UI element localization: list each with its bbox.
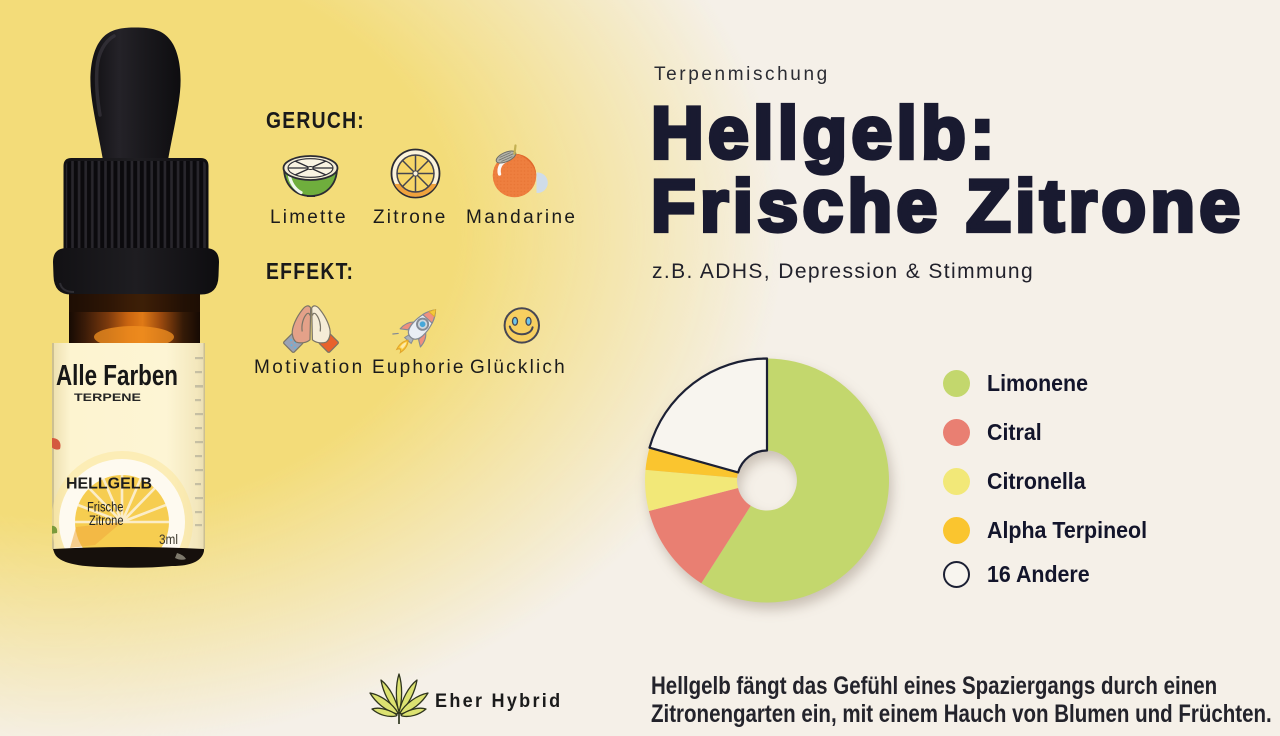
svg-text:TERPENE: TERPENE <box>74 392 141 404</box>
svg-text:Zitrone: Zitrone <box>89 512 124 528</box>
svg-text:Frische: Frische <box>87 499 124 515</box>
svg-text:HELLGELB: HELLGELB <box>66 476 152 493</box>
svg-text:Alle Farben: Alle Farben <box>56 360 178 392</box>
svg-text:3ml: 3ml <box>159 532 178 547</box>
